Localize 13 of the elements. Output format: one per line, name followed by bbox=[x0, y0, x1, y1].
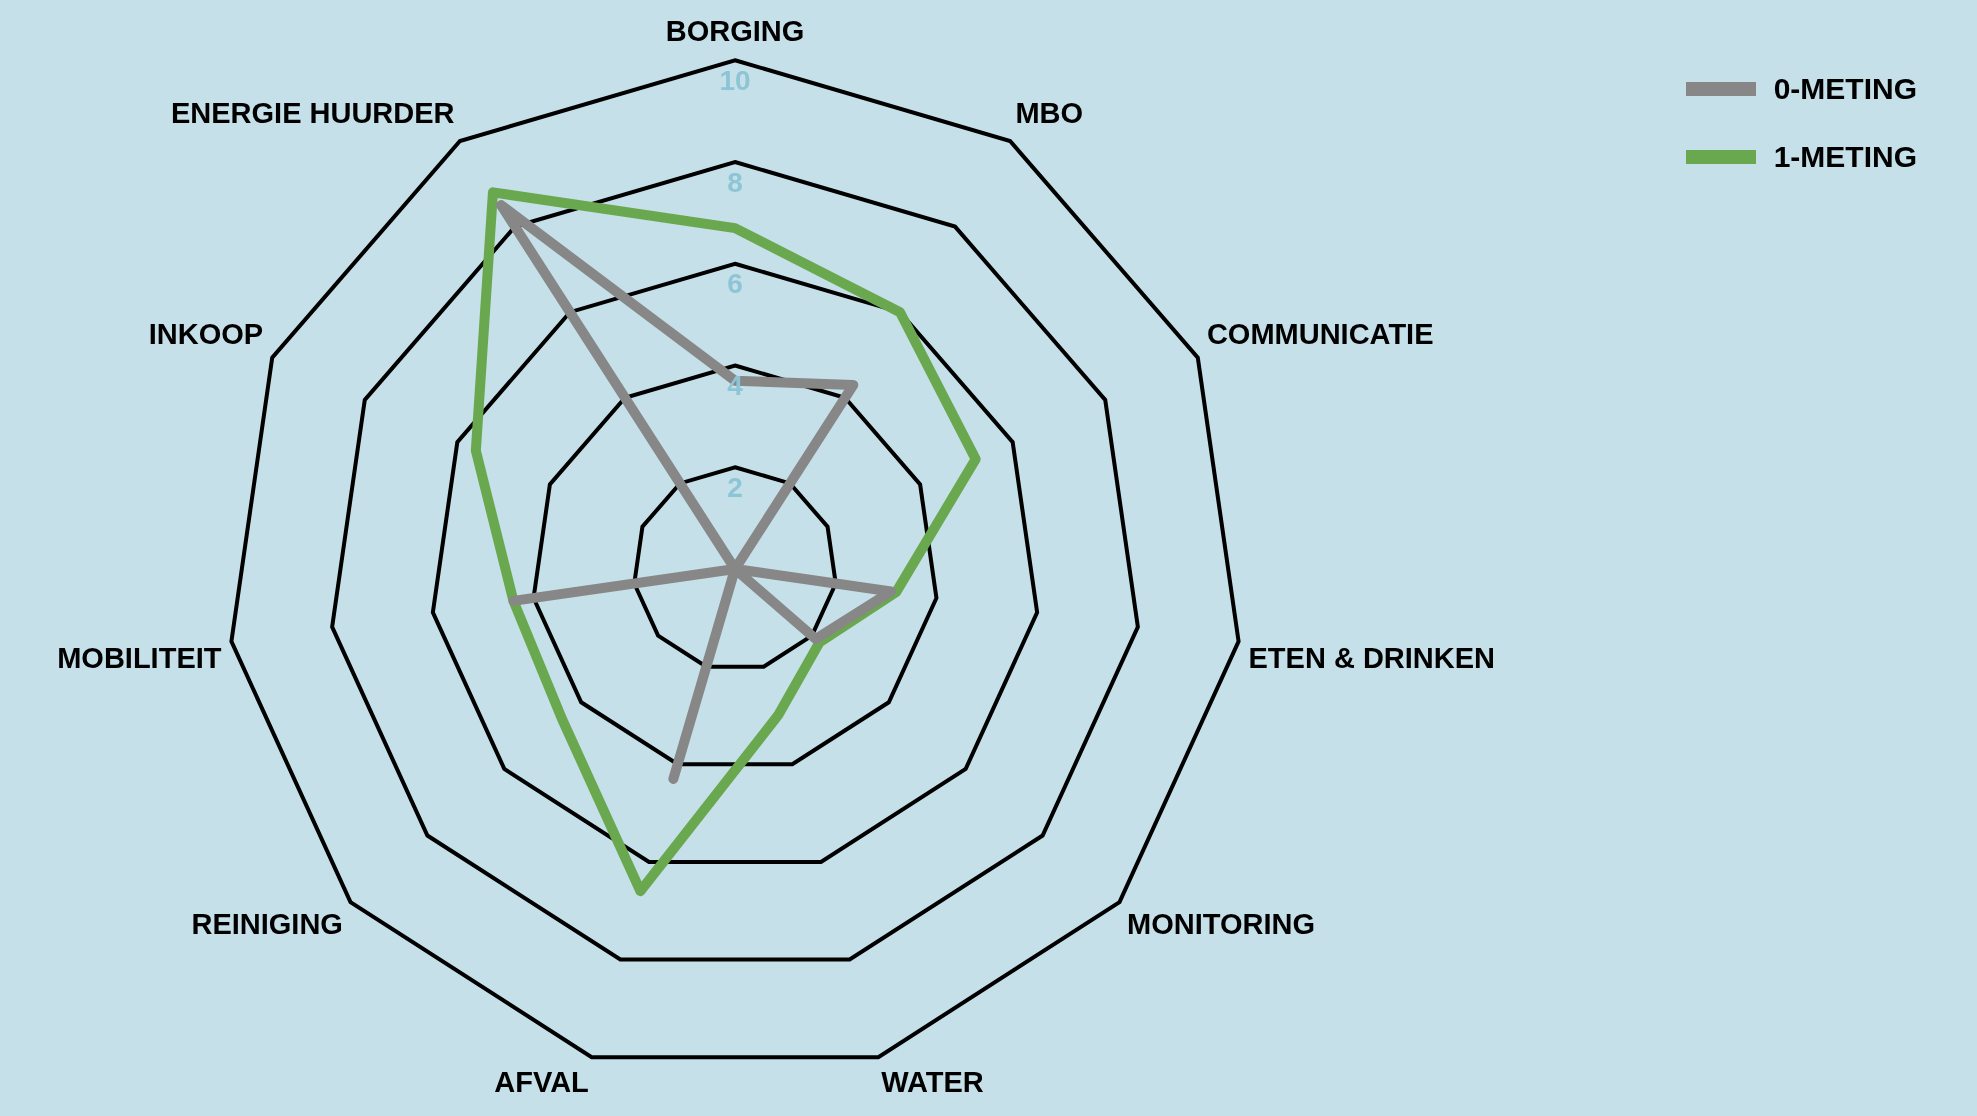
spoke-label: MOBILITEIT bbox=[57, 642, 222, 675]
legend-label: 1-METING bbox=[1773, 140, 1917, 174]
spoke-label: COMMUNICATIE bbox=[1206, 318, 1434, 351]
spoke-label: WATER bbox=[881, 1066, 984, 1099]
spoke-label: MBO bbox=[1015, 97, 1084, 130]
spoke-label: ENERGIE HUURDER bbox=[170, 97, 455, 130]
spoke-label: ETEN & DRINKEN bbox=[1248, 642, 1495, 675]
legend-label: 0-METING bbox=[1773, 72, 1917, 106]
spoke-label: MONITORING bbox=[1127, 908, 1316, 941]
spoke-label: BORGING bbox=[665, 14, 805, 47]
spoke-label: AFVAL bbox=[494, 1066, 589, 1099]
spoke-label: REINIGING bbox=[191, 908, 343, 941]
spoke-label: INKOOP bbox=[148, 318, 264, 351]
